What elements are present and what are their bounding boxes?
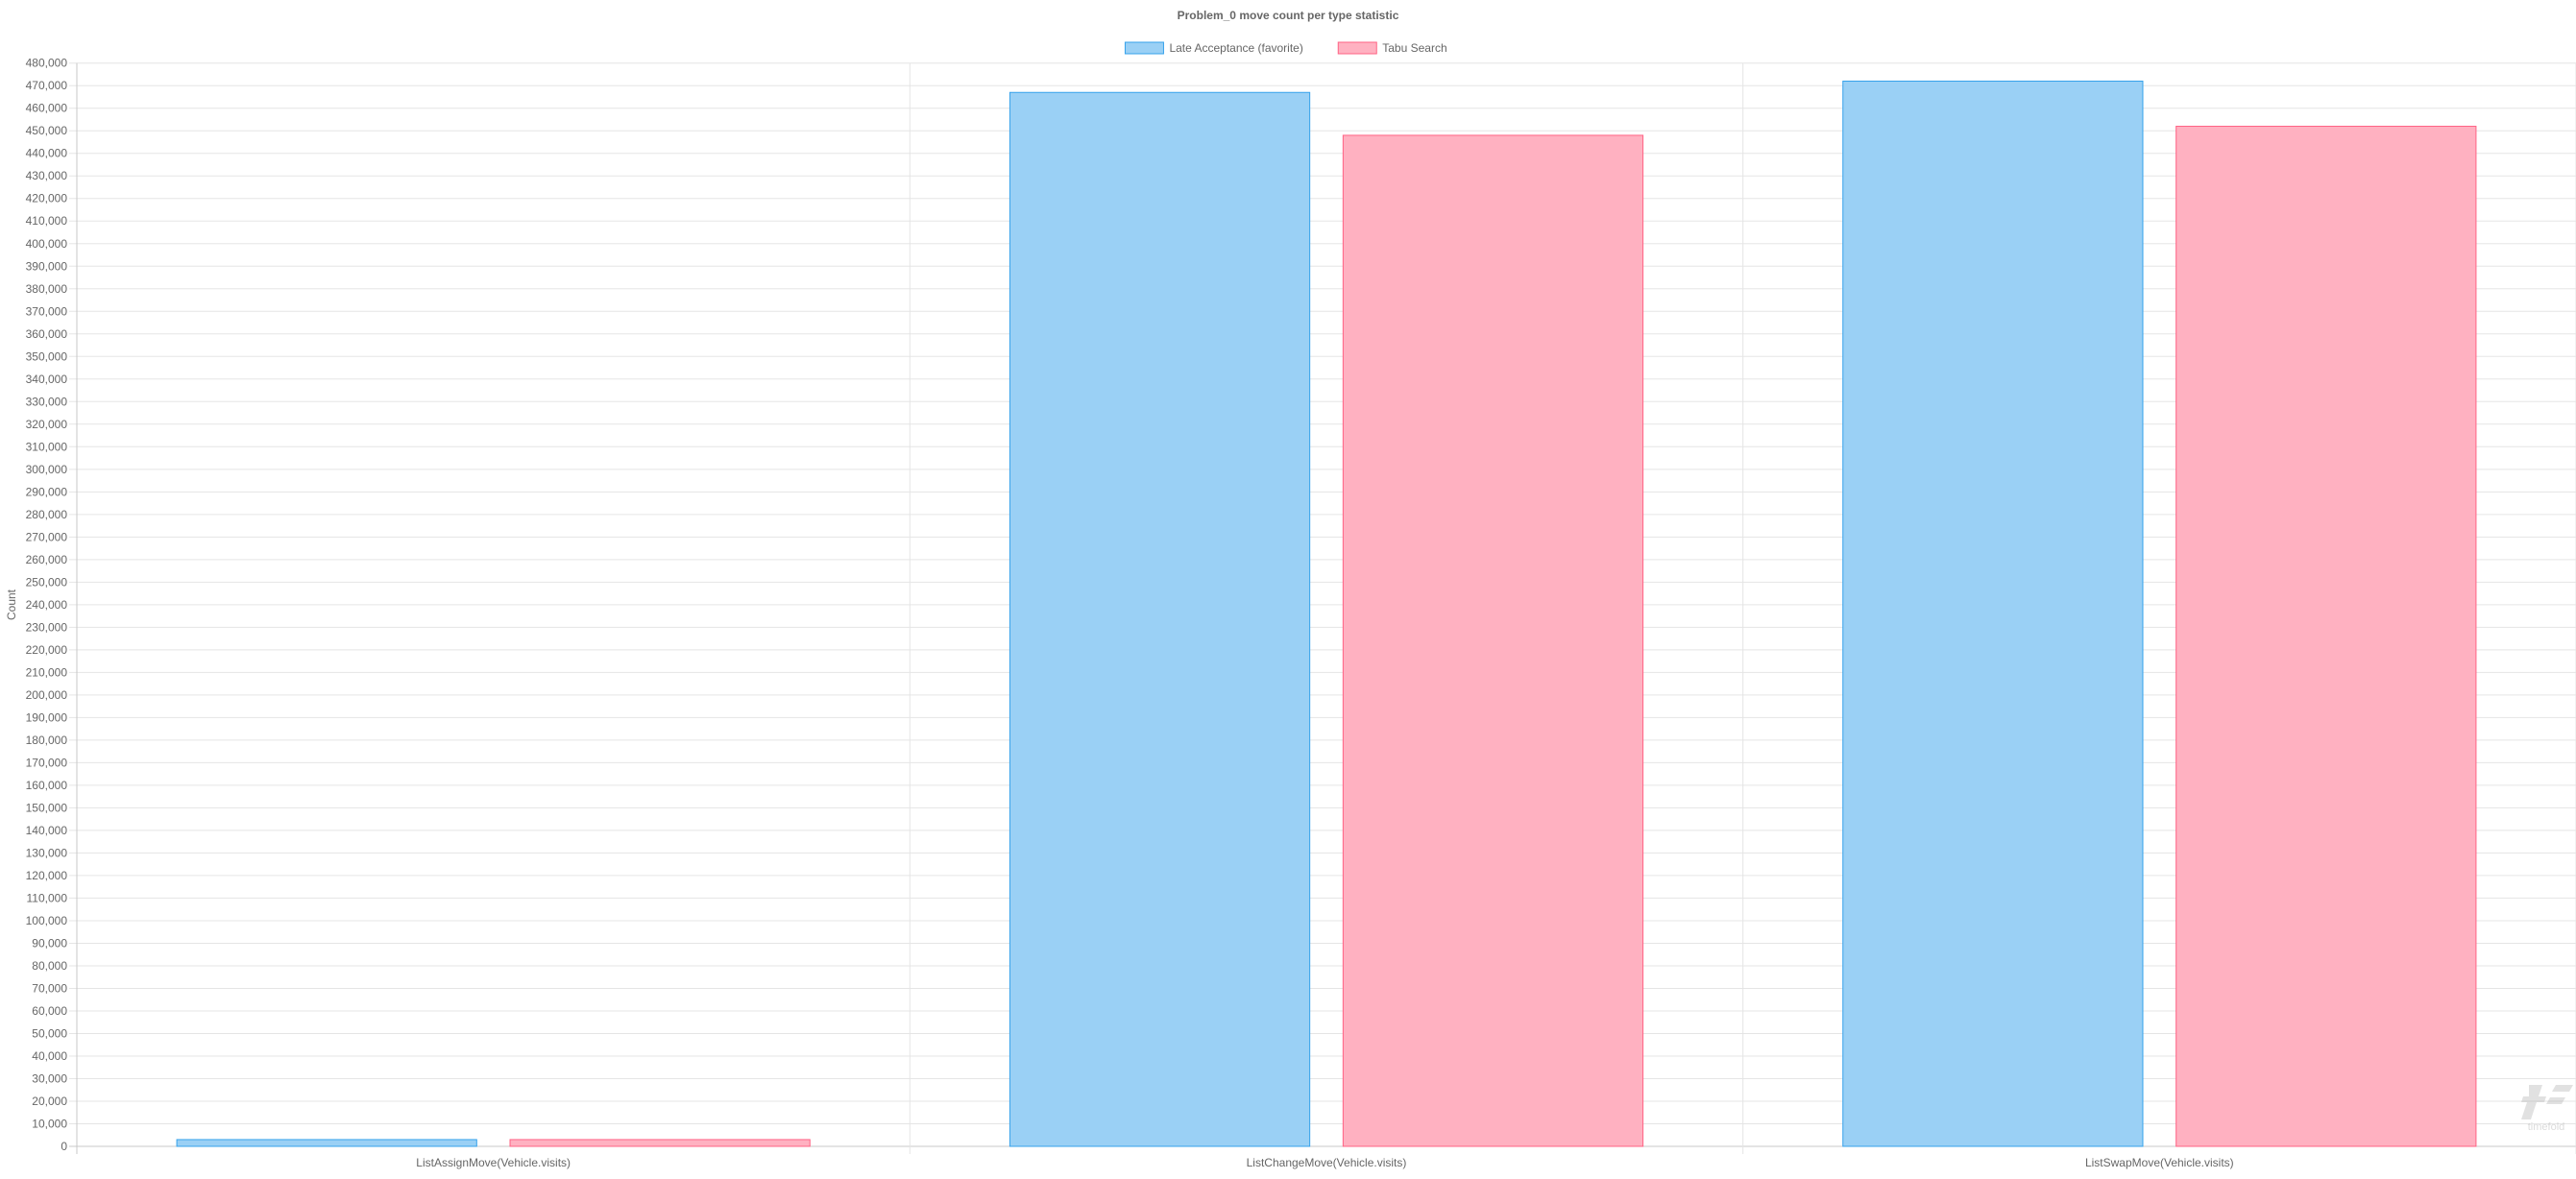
- legend-swatch: [1124, 41, 1164, 55]
- bars: [176, 81, 2477, 1147]
- y-tick-label: 480,000: [26, 57, 68, 70]
- bar: [2175, 126, 2477, 1147]
- y-tick-label: 380,000: [26, 282, 68, 296]
- bar: [176, 1139, 477, 1147]
- y-tick-label: 330,000: [26, 395, 68, 408]
- y-tick-label: 70,000: [32, 981, 67, 995]
- x-tick-label: ListChangeMove(Vehicle.visits): [1247, 1156, 1407, 1169]
- grid: [69, 62, 2576, 1154]
- x-axis-ticks: ListAssignMove(Vehicle.visits) ListChange…: [416, 1156, 2233, 1169]
- y-tick-label: 120,000: [26, 869, 68, 882]
- y-tick-label: 400,000: [26, 237, 68, 251]
- legend-swatch: [1337, 41, 1377, 55]
- y-tick-label: 210,000: [26, 665, 68, 679]
- y-tick-label: 470,000: [26, 79, 68, 92]
- legend: Late Acceptance (favorite) Tabu Search: [1124, 41, 1447, 55]
- y-tick-label: 390,000: [26, 259, 68, 273]
- y-tick-label: 190,000: [26, 710, 68, 724]
- y-tick-label: 460,000: [26, 102, 68, 115]
- x-tick-label: ListSwapMove(Vehicle.visits): [2085, 1156, 2234, 1169]
- legend-label: Tabu Search: [1382, 41, 1446, 55]
- y-tick-label: 80,000: [32, 959, 67, 973]
- timefold-logo: timefold: [2521, 1085, 2573, 1133]
- y-tick-label: 180,000: [26, 734, 68, 747]
- y-tick-label: 270,000: [26, 530, 68, 543]
- y-tick-label: 150,000: [26, 801, 68, 814]
- y-tick-label: 10,000: [32, 1117, 67, 1130]
- y-tick-label: 260,000: [26, 553, 68, 566]
- y-tick-label: 410,000: [26, 214, 68, 228]
- y-tick-label: 340,000: [26, 373, 68, 386]
- x-tick-label: ListAssignMove(Vehicle.visits): [416, 1156, 571, 1169]
- y-tick-label: 130,000: [26, 846, 68, 859]
- bar: [1842, 81, 2144, 1147]
- y-tick-label: 140,000: [26, 824, 68, 837]
- y-tick-label: 350,000: [26, 349, 68, 363]
- y-tick-label: 60,000: [32, 1004, 67, 1018]
- bar: [1342, 134, 1644, 1147]
- y-tick-label: 100,000: [26, 914, 68, 927]
- y-tick-label: 440,000: [26, 147, 68, 160]
- y-tick-label: 160,000: [26, 779, 68, 792]
- y-tick-label: 220,000: [26, 643, 68, 657]
- svg-text:timefold: timefold: [2528, 1121, 2565, 1133]
- y-axis-label: Count: [5, 589, 18, 620]
- chart-title: Problem_0 move count per type statistic: [1178, 9, 1399, 22]
- y-tick-label: 250,000: [26, 575, 68, 589]
- y-tick-label: 300,000: [26, 463, 68, 476]
- y-tick-label: 420,000: [26, 192, 68, 205]
- y-tick-label: 170,000: [26, 756, 68, 769]
- bar: [509, 1139, 811, 1147]
- y-tick-label: 110,000: [27, 891, 68, 904]
- y-tick-label: 50,000: [32, 1026, 67, 1040]
- y-tick-label: 370,000: [26, 304, 68, 318]
- y-axis-ticks: 0 10,000 20,000 30,000 40,000 50,000 60,000 70,…: [26, 57, 68, 1153]
- y-tick-label: 240,000: [26, 598, 68, 612]
- y-tick-label: 430,000: [26, 169, 68, 182]
- y-tick-label: 0: [61, 1140, 67, 1153]
- y-tick-label: 290,000: [26, 485, 68, 498]
- y-tick-label: 320,000: [26, 418, 68, 431]
- y-tick-label: 20,000: [32, 1095, 67, 1108]
- y-tick-label: 450,000: [26, 124, 68, 137]
- legend-label: Late Acceptance (favorite): [1169, 41, 1302, 55]
- y-tick-label: 30,000: [32, 1071, 67, 1085]
- bar: [1009, 91, 1311, 1147]
- y-tick-label: 90,000: [32, 936, 67, 950]
- y-tick-label: 310,000: [26, 440, 68, 453]
- y-tick-label: 40,000: [32, 1049, 67, 1063]
- y-tick-label: 280,000: [26, 508, 68, 521]
- y-tick-label: 200,000: [26, 688, 68, 702]
- y-tick-label: 230,000: [26, 620, 68, 634]
- y-tick-label: 360,000: [26, 327, 68, 341]
